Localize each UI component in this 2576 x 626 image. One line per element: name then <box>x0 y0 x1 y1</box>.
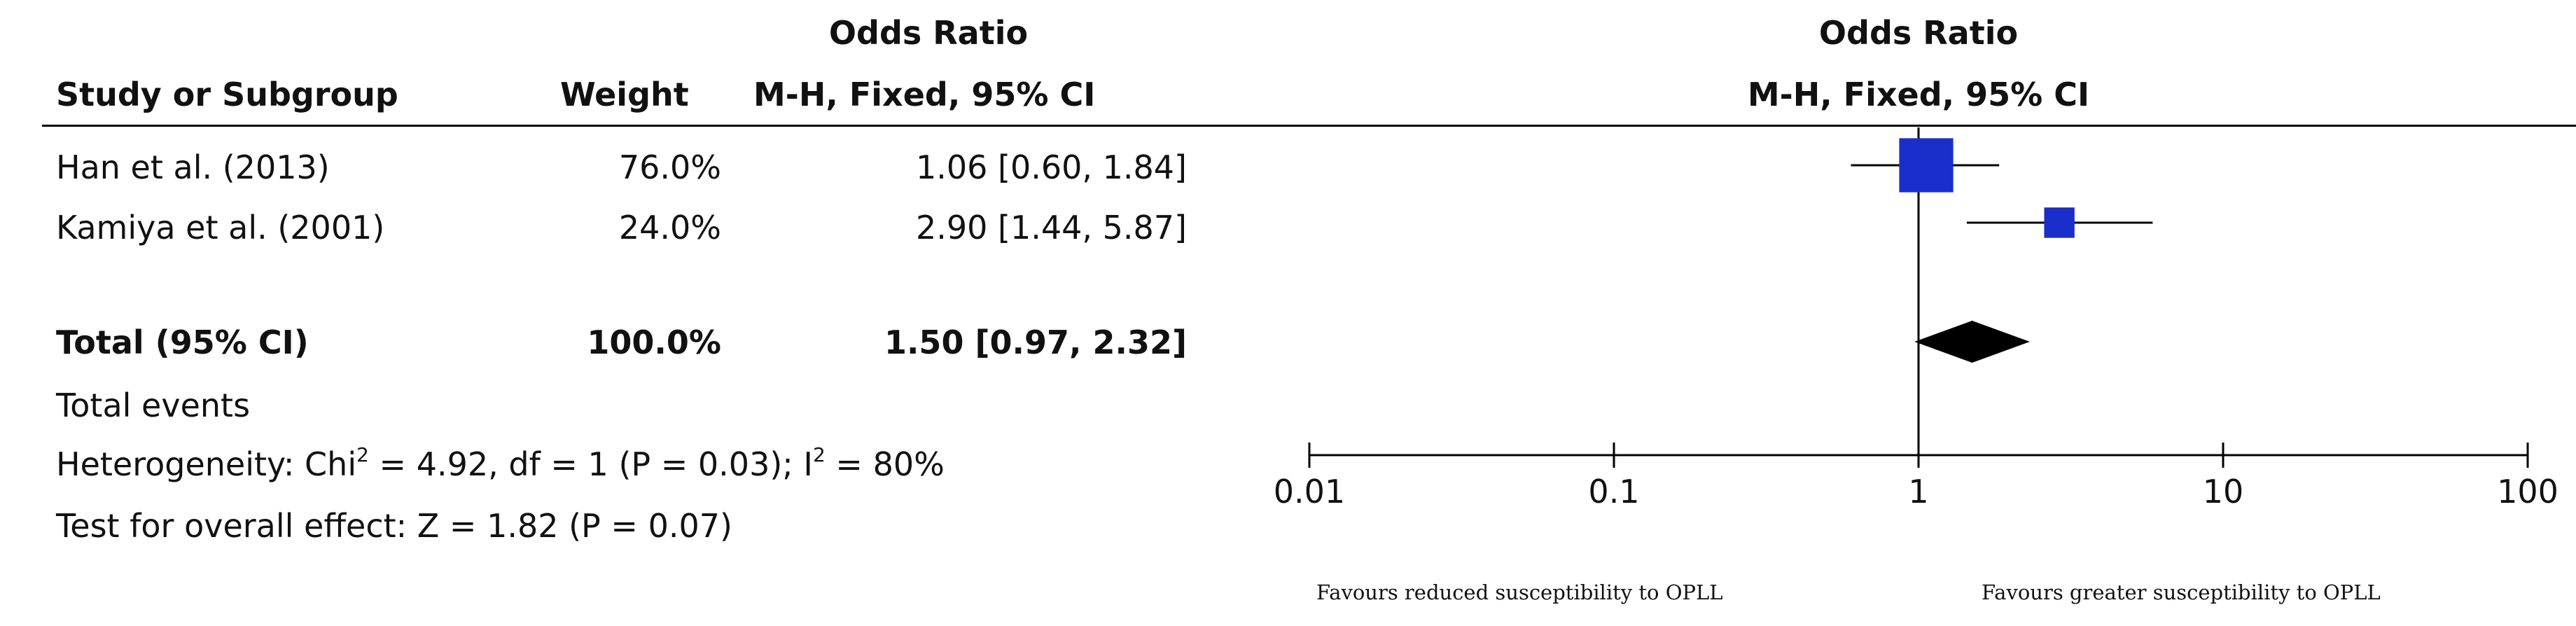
study-name: Han et al. (2013) <box>56 148 330 186</box>
col-method-header-right: M-H, Fixed, 95% CI <box>1747 76 2090 113</box>
total-ci: 1.50 [0.97, 2.32] <box>884 324 1187 361</box>
heterogeneity-text: Heterogeneity: Chi2 = 4.92, df = 1 (P = … <box>56 443 945 483</box>
study-ci: 1.06 [0.60, 1.84] <box>915 148 1187 186</box>
x-tick-label: 100 <box>2497 473 2558 510</box>
x-tick-label: 0.01 <box>1274 473 1345 510</box>
pooled-diamond <box>1914 321 2030 363</box>
or-label-left: Odds Ratio <box>828 14 1029 52</box>
or-label-right: Odds Ratio <box>1818 14 2019 52</box>
study-weight: 24.0% <box>618 209 721 246</box>
overall-effect-text: Test for overall effect: Z = 1.82 (P = 0… <box>56 507 732 545</box>
study-weight: 76.0% <box>618 148 721 186</box>
x-tick-label: 10 <box>2203 473 2244 510</box>
col-method-header-left: M-H, Fixed, 95% CI <box>753 76 1096 113</box>
header-rule <box>42 125 2576 127</box>
favours-left-note: Favours reduced susceptibility to OPLL <box>1316 580 1723 604</box>
favours-right-note: Favours greater susceptibility to OPLL <box>1982 580 2381 604</box>
col-weight-header: Weight <box>560 76 689 113</box>
study-marker <box>1899 138 1954 193</box>
study-marker <box>2044 207 2075 238</box>
col-study-header: Study or Subgroup <box>56 76 398 113</box>
total-events-label: Total events <box>56 387 251 424</box>
x-tick-label: 0.1 <box>1588 473 1639 510</box>
x-tick-label: 1 <box>1908 473 1928 510</box>
total-label: Total (95% CI) <box>56 324 309 361</box>
total-weight: 100.0% <box>587 324 721 361</box>
study-ci: 2.90 [1.44, 5.87] <box>915 209 1187 246</box>
study-name: Kamiya et al. (2001) <box>56 209 385 246</box>
